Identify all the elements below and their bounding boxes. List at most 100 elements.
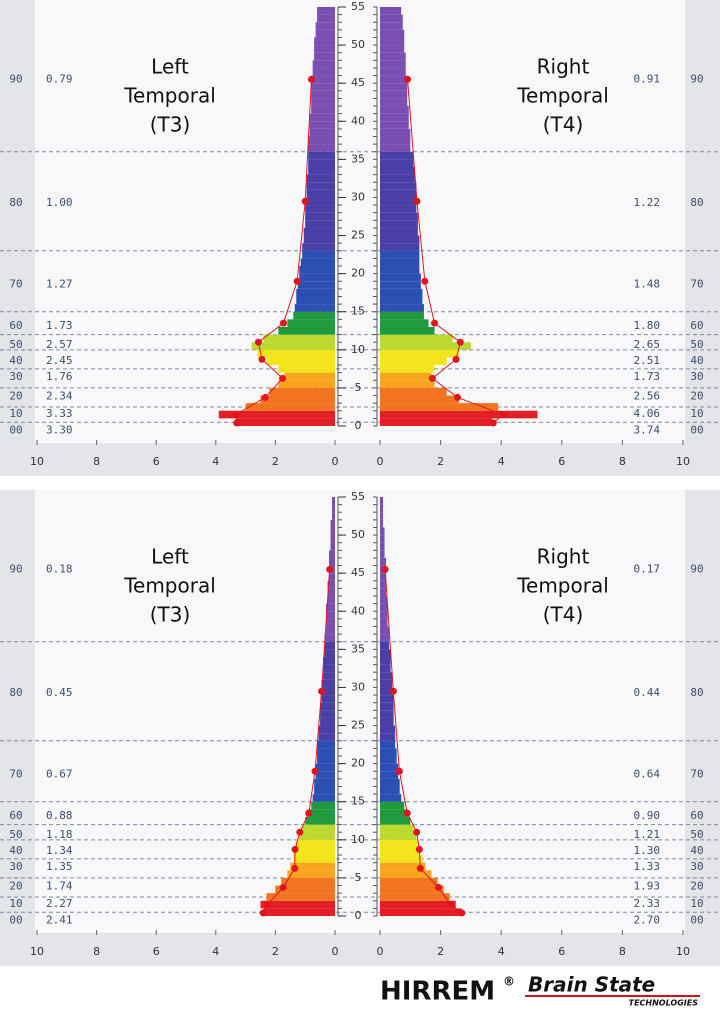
y-tick-label: 0 [355, 419, 362, 432]
y-tick-label: 25 [351, 719, 365, 732]
bar [308, 136, 335, 145]
bar [312, 67, 335, 76]
band-value: 1.33 [634, 860, 661, 873]
bar [290, 862, 335, 871]
y-tick-label: 15 [351, 795, 365, 808]
band-dot [431, 319, 439, 327]
bar [380, 908, 462, 916]
bar [324, 641, 335, 650]
bar [380, 733, 396, 741]
bar [311, 801, 335, 810]
bar [380, 281, 421, 289]
x-tick-label: 10 [676, 945, 690, 958]
bar [380, 580, 387, 589]
bar [380, 557, 387, 566]
bar [380, 205, 417, 213]
band-code: 10 [9, 407, 22, 420]
bar [380, 220, 418, 228]
y-tick-label: 50 [351, 528, 365, 541]
bar [380, 304, 424, 312]
bar [380, 83, 408, 91]
band-value: 0.45 [46, 686, 73, 699]
band-dot [454, 393, 462, 401]
bar [380, 756, 397, 764]
bar [380, 189, 417, 198]
band-value: 2.45 [46, 354, 73, 367]
y-tick-label: 45 [351, 566, 365, 579]
bar [380, 763, 399, 772]
band-code: 10 [690, 407, 703, 420]
bar [296, 288, 335, 297]
bar [380, 535, 385, 543]
bar [380, 855, 423, 863]
bar [380, 250, 420, 259]
bar [245, 403, 335, 411]
band-dot [326, 565, 334, 573]
band-value: 0.67 [46, 767, 73, 780]
bar [380, 824, 414, 833]
bar [380, 504, 384, 513]
band-value: 2.34 [46, 389, 73, 402]
series-name: Temporal [516, 574, 609, 598]
bar [317, 7, 335, 15]
bar [380, 839, 418, 848]
bar [380, 387, 447, 396]
bar [218, 410, 335, 419]
band-code: 60 [690, 809, 703, 822]
band-value: 1.22 [634, 196, 661, 209]
x-tick-label: 4 [498, 455, 505, 468]
band-dot [456, 338, 464, 346]
band-dot [415, 845, 423, 853]
band-value: 1.73 [46, 319, 73, 332]
band-dot [305, 809, 313, 817]
band-value: 1.27 [46, 277, 73, 290]
bar [308, 144, 335, 152]
band-value: 1.74 [46, 879, 73, 892]
bar [380, 37, 405, 46]
x-tick-label: 8 [619, 455, 626, 468]
bar [380, 266, 420, 274]
bar [380, 197, 417, 206]
x-tick-label: 6 [153, 455, 160, 468]
bar [380, 512, 384, 520]
series-name: Temporal [516, 84, 609, 108]
band-code: 30 [9, 370, 22, 383]
band-dot [258, 355, 266, 363]
bar [380, 365, 435, 373]
bar [380, 106, 409, 114]
bar [380, 870, 432, 878]
bar [257, 349, 335, 358]
x-tick-label: 2 [272, 945, 279, 958]
band-code: 50 [9, 338, 22, 351]
bar [380, 573, 387, 581]
bar [380, 588, 387, 597]
band-value: 1.80 [634, 319, 661, 332]
band-dot [296, 828, 304, 836]
y-tick-label: 0 [355, 909, 362, 922]
y-tick-label: 20 [351, 757, 365, 770]
x-tick-label: 6 [558, 945, 565, 958]
band-code: 90 [9, 562, 22, 575]
bar [380, 235, 420, 244]
bar [317, 14, 335, 23]
bar [299, 832, 335, 840]
x-tick-label: 8 [619, 945, 626, 958]
bar [380, 725, 396, 734]
band-mean-line [235, 79, 312, 424]
bar [308, 151, 335, 160]
band-dot [416, 864, 424, 872]
bar [380, 649, 391, 657]
bar [309, 128, 335, 137]
bar [297, 281, 335, 289]
y-tick-label: 5 [355, 381, 362, 394]
band-dot [279, 883, 287, 891]
x-tick-label: 2 [437, 455, 444, 468]
band-code: 00 [9, 914, 22, 927]
bar [320, 710, 335, 718]
bar [380, 75, 408, 84]
bar [380, 136, 411, 145]
bar [293, 855, 335, 863]
bar [326, 603, 335, 612]
band-code: 90 [9, 72, 22, 85]
